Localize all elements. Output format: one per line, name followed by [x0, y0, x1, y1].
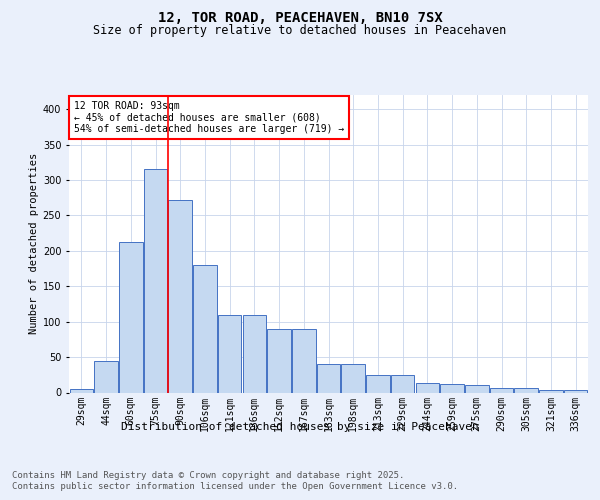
- Bar: [366, 375, 389, 392]
- Text: Distribution of detached houses by size in Peacehaven: Distribution of detached houses by size …: [121, 422, 479, 432]
- Bar: [440, 384, 464, 392]
- Text: 12, TOR ROAD, PEACEHAVEN, BN10 7SX: 12, TOR ROAD, PEACEHAVEN, BN10 7SX: [158, 11, 442, 25]
- Bar: [218, 314, 241, 392]
- Bar: [317, 364, 340, 392]
- Bar: [242, 314, 266, 392]
- Bar: [564, 390, 587, 392]
- Bar: [119, 242, 143, 392]
- Bar: [144, 170, 167, 392]
- Bar: [169, 200, 192, 392]
- Bar: [193, 265, 217, 392]
- Text: Size of property relative to detached houses in Peacehaven: Size of property relative to detached ho…: [94, 24, 506, 37]
- Bar: [292, 329, 316, 392]
- Bar: [539, 390, 563, 392]
- Bar: [268, 329, 291, 392]
- Bar: [70, 389, 93, 392]
- Text: 12 TOR ROAD: 93sqm
← 45% of detached houses are smaller (608)
54% of semi-detach: 12 TOR ROAD: 93sqm ← 45% of detached hou…: [74, 101, 344, 134]
- Bar: [341, 364, 365, 392]
- Bar: [490, 388, 513, 392]
- Bar: [465, 386, 488, 392]
- Bar: [94, 362, 118, 392]
- Bar: [391, 375, 415, 392]
- Text: Contains HM Land Registry data © Crown copyright and database right 2025.: Contains HM Land Registry data © Crown c…: [12, 471, 404, 480]
- Bar: [514, 388, 538, 392]
- Bar: [416, 382, 439, 392]
- Text: Contains public sector information licensed under the Open Government Licence v3: Contains public sector information licen…: [12, 482, 458, 491]
- Y-axis label: Number of detached properties: Number of detached properties: [29, 153, 38, 334]
